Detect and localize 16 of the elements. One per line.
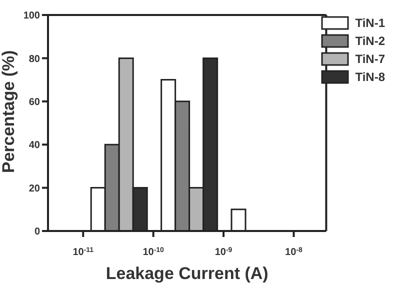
y-tick-label: 40 [28,140,40,152]
y-tick-label: 80 [28,54,40,65]
x-tick-label: 10$^{-10}$ [142,246,164,258]
y-tick-label: 20 [28,183,40,194]
x-tick-label: 10$^{-9}$ [214,246,232,258]
x-tick-label: 10$^{-8}$ [285,246,303,258]
y-tick-label: 0 [34,226,40,238]
legend-label: TiN-8 [355,70,385,84]
y-tick-label: 100 [23,10,40,22]
legend-label: TiN-2 [355,34,385,48]
y-axis-title: Percentage (%) [0,50,18,173]
x-axis-title: Leakage Current (A) [106,264,268,283]
legend-label: TiN-7 [355,52,385,66]
x-tick-label: 10$^{-11}$ [72,246,94,258]
legend-label: TiN-1 [355,16,385,30]
y-tick-label: 60 [28,96,40,108]
